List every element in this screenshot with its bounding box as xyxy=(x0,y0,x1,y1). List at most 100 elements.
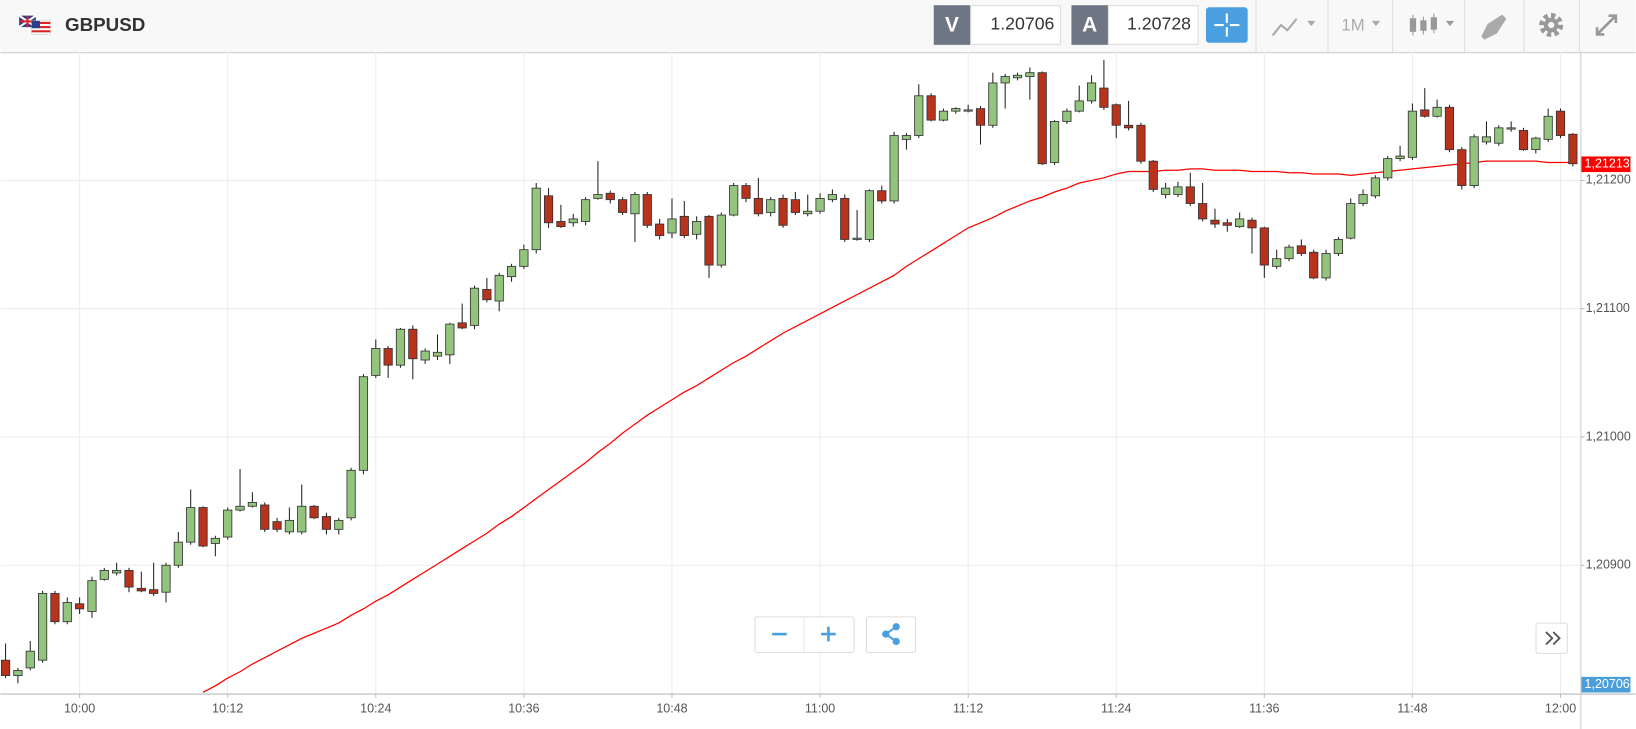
candle-body xyxy=(506,265,517,278)
candle-body xyxy=(655,223,665,237)
candle-body xyxy=(0,659,11,676)
draw-tools-button[interactable] xyxy=(1481,14,1507,40)
candle-body xyxy=(272,521,282,530)
candle-body xyxy=(136,587,146,592)
candle-body xyxy=(827,194,837,201)
candle-body xyxy=(864,190,875,240)
candle-body xyxy=(1111,104,1121,126)
buy-price: 1.20728 xyxy=(1127,14,1191,34)
candle-body xyxy=(358,376,369,471)
price-tag xyxy=(1581,156,1631,173)
x-tick-label: 11:00 xyxy=(805,701,835,715)
candle-body xyxy=(1235,218,1245,228)
candle-body xyxy=(1309,251,1319,279)
candle-body xyxy=(383,348,393,366)
zoom-in-button[interactable] xyxy=(821,626,836,642)
x-tick-label: 10:24 xyxy=(360,701,391,715)
candle-body xyxy=(445,323,455,356)
candle-body xyxy=(1173,186,1183,195)
candle-body xyxy=(395,328,406,366)
candle-body xyxy=(1531,137,1541,151)
candle-body xyxy=(1506,127,1516,130)
candle-body xyxy=(741,185,751,199)
candle-body xyxy=(1420,109,1430,117)
candle-body xyxy=(580,199,591,222)
candle-body xyxy=(124,569,134,588)
x-tick-label: 10:36 xyxy=(508,701,539,715)
buy-button[interactable]: A 1.20728 xyxy=(1071,5,1199,45)
candle-body xyxy=(1198,203,1208,220)
moving-average-line xyxy=(202,160,1573,693)
candle-body xyxy=(543,195,554,224)
sell-button[interactable]: V 1.20706 xyxy=(933,5,1061,45)
candle-body xyxy=(1148,160,1158,190)
candle-body xyxy=(210,537,220,544)
candle-body xyxy=(901,135,912,140)
candle-body xyxy=(87,580,97,612)
candle-body xyxy=(1259,227,1269,266)
candle-body xyxy=(346,469,356,519)
candle-body xyxy=(1086,82,1097,102)
candle-body xyxy=(1407,110,1418,158)
candle-body xyxy=(371,348,381,376)
candle-body xyxy=(1543,115,1553,140)
candle-body xyxy=(704,215,714,266)
zoom-controls xyxy=(754,616,855,653)
candle-body xyxy=(716,214,726,266)
candle-body xyxy=(321,516,332,530)
candle-body xyxy=(1185,186,1195,204)
crosshair-button[interactable] xyxy=(1205,7,1248,43)
candle-body xyxy=(1247,219,1257,229)
fullscreen-button[interactable] xyxy=(1595,14,1618,36)
candle-body xyxy=(1123,124,1134,129)
candle-body xyxy=(25,650,35,669)
x-tick-label: 12:00 xyxy=(1545,701,1576,715)
candle-body xyxy=(1074,100,1084,112)
candle-body xyxy=(161,564,171,593)
candle-body xyxy=(284,519,294,533)
share-button[interactable] xyxy=(865,616,917,653)
candle-body xyxy=(667,218,677,234)
settings-button[interactable] xyxy=(1539,13,1564,38)
timeframe-button[interactable]: 1M xyxy=(1341,15,1381,34)
candle-body xyxy=(926,95,936,121)
candle-body xyxy=(1000,76,1010,84)
candle-body xyxy=(1012,74,1023,79)
buy-label: A xyxy=(1082,14,1097,37)
candle-body xyxy=(1444,106,1455,151)
candle-body xyxy=(988,82,998,126)
scroll-right-button[interactable] xyxy=(1535,622,1568,654)
candle-body xyxy=(877,190,887,202)
x-tick-label: 11:24 xyxy=(1101,701,1131,715)
symbol: GBPUSD xyxy=(65,14,145,35)
candle-body xyxy=(432,351,443,357)
candle-body xyxy=(889,135,899,202)
candle-body xyxy=(1518,129,1529,151)
candle-body xyxy=(457,322,467,329)
candle-body xyxy=(753,197,763,215)
chart-type-button[interactable] xyxy=(1271,18,1316,37)
candle-body xyxy=(618,199,628,213)
candle-body xyxy=(408,328,418,360)
sell-price: 1.20706 xyxy=(990,14,1054,34)
candle-body xyxy=(247,501,257,507)
candle-body xyxy=(1025,72,1035,77)
x-tick-label: 11:48 xyxy=(1397,701,1427,715)
price-tag-label: 1,20706 xyxy=(1585,677,1630,691)
candle-body xyxy=(235,505,245,511)
candle-body xyxy=(803,210,813,215)
candle-body xyxy=(1062,110,1072,122)
candle-body xyxy=(852,237,862,240)
x-tick-label: 10:48 xyxy=(656,701,687,715)
candle-style-button[interactable] xyxy=(1409,13,1455,36)
price-tag xyxy=(1581,676,1631,693)
candle-body xyxy=(568,218,578,224)
candle-body xyxy=(914,95,924,136)
candle-body xyxy=(605,192,615,201)
y-tick-label: 1,21200 xyxy=(1586,173,1631,187)
candle-body xyxy=(1395,155,1405,160)
candle-body xyxy=(1469,136,1479,186)
candle-body xyxy=(1136,124,1146,162)
candle-body xyxy=(75,603,85,610)
candle-body xyxy=(420,350,430,361)
